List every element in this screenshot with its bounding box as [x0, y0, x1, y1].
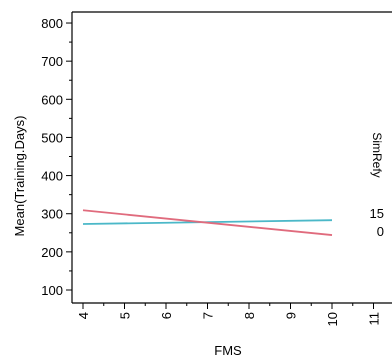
- x-tick-label: 5: [118, 312, 133, 319]
- y-tick-label: 200: [41, 245, 63, 260]
- y-tick-label: 100: [41, 283, 63, 298]
- y-tick-label: 600: [41, 92, 63, 107]
- y-tick-label: 300: [41, 207, 63, 222]
- y-tick-label: 500: [41, 130, 63, 145]
- series-layer: [82, 209, 333, 236]
- x-tick-label: 7: [201, 312, 216, 319]
- y-axis-ticks: 100 200 300 400 500 600 700 800: [41, 16, 72, 298]
- x-axis-ticks: 4 5 6 7 8 9 10 11: [76, 303, 382, 326]
- series-line-0: [82, 209, 333, 236]
- x-tick-label: 9: [284, 312, 299, 319]
- legend: 150: [370, 206, 384, 239]
- x-tick-label: 6: [159, 312, 174, 319]
- legend-label-15: 15: [370, 206, 384, 221]
- x-axis-title: FMS: [214, 343, 242, 356]
- x-tick-label: 8: [242, 312, 257, 319]
- y-tick-label: 700: [41, 54, 63, 69]
- x-tick-label: 10: [325, 312, 340, 326]
- x-tick-label: 11: [367, 312, 382, 326]
- y-tick-label: 400: [41, 169, 63, 184]
- legend-label-0: 0: [377, 224, 384, 239]
- y-tick-label: 800: [41, 16, 63, 31]
- legend-title: SimRefy: [370, 132, 384, 177]
- y-axis-title: Mean(Training.Days): [12, 116, 27, 237]
- x-tick-label: 4: [76, 312, 91, 319]
